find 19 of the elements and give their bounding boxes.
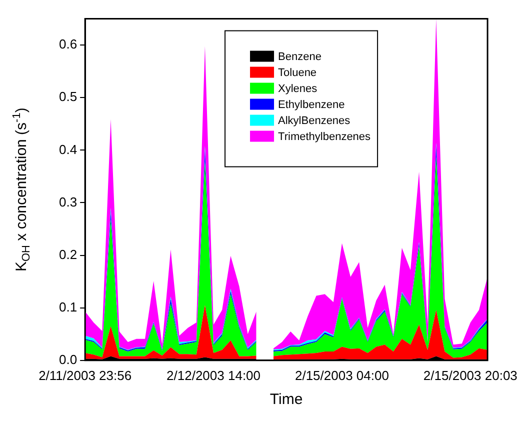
x-tick-label: 2/15/2003 04:00 [294,368,389,383]
y-tick-label: 0.1 [58,299,78,314]
y-tick-label: 0.3 [58,194,78,210]
legend-label: Benzene [278,50,322,63]
x-tick-label: 2/12/2003 14:00 [166,368,261,383]
legend-label: Xylenes [278,82,318,95]
x-tick-label: 2/15/2003 20:03 [423,368,518,383]
legend-label: Ethylbenzene [278,98,345,111]
y-axis-title: KOH x concentration (s-1) [10,108,33,272]
legend-label: Trimethylbenzenes [278,130,372,143]
y-tick-label: 0.6 [58,36,78,52]
x-axis-title: Time [270,391,303,408]
y-tick-label: 0.0 [58,352,78,367]
legend-label: AlkylBenzenes [278,114,351,127]
y-tick-label: 0.5 [58,89,78,104]
y-tick-label: 0.4 [58,142,78,157]
x-tick-label: 2/11/2003 23:56 [38,368,132,383]
y-tick-label: 0.2 [58,246,78,262]
legend-label: Toluene [278,66,317,79]
